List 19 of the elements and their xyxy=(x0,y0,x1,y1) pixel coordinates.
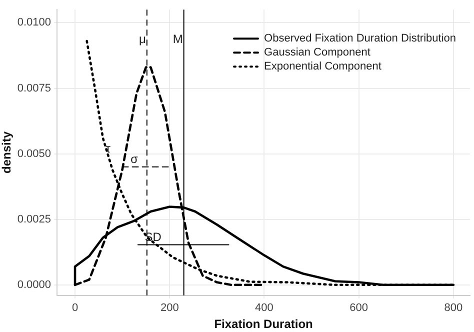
x-axis-title: Fixation Duration xyxy=(214,317,313,332)
x-tick-label: 400 xyxy=(255,302,274,314)
legend-label: Exponential Component xyxy=(264,60,382,73)
y-axis-title: density xyxy=(0,131,14,174)
ref-line-label: M xyxy=(172,32,183,46)
y-tick-label: 0.0075 xyxy=(17,82,52,94)
annotation: σ xyxy=(130,152,138,166)
y-tick-label: 0.0000 xyxy=(17,278,52,291)
x-tick-label: 0 xyxy=(72,302,78,314)
legend-label: Observed Fixation Duration Distribution xyxy=(264,32,456,45)
x-tick-label: 600 xyxy=(350,302,368,314)
y-tick-label: 0.0050 xyxy=(17,148,52,160)
y-tick-label: 0.0100 xyxy=(17,16,52,29)
x-tick-label: 800 xyxy=(444,302,463,314)
x-tick-label: 200 xyxy=(160,302,179,314)
annotation: τ xyxy=(106,142,111,156)
y-tick-label: 0.0025 xyxy=(17,213,52,226)
legend-label: Gaussian Component xyxy=(264,46,370,59)
ref-line-label: μ xyxy=(139,32,146,46)
